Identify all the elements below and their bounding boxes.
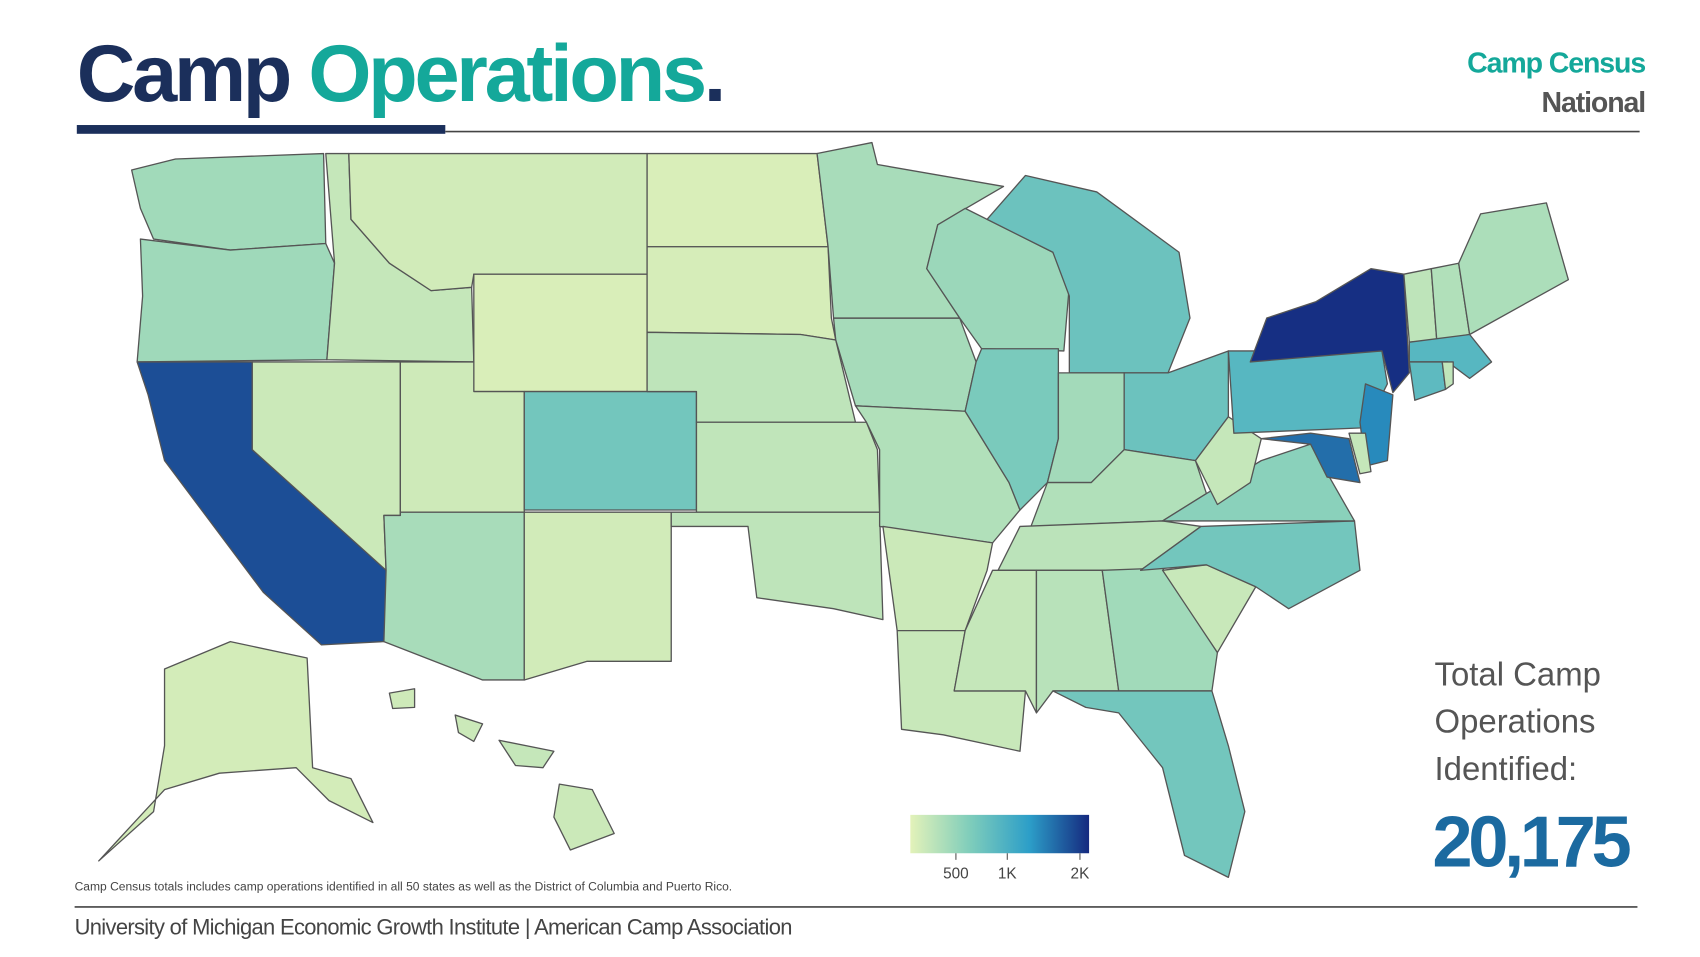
title-underline [76,125,446,134]
total-value: 20,175 [1432,801,1630,882]
state [383,511,525,681]
legend-tick-label: 1K [998,865,1018,882]
state [670,511,884,621]
state [388,688,416,710]
state [1260,432,1361,484]
state [1458,202,1570,336]
legend-tick-label: 500 [943,865,969,882]
state [646,246,837,341]
state [1052,690,1246,879]
state [130,152,327,251]
map [98,141,1570,879]
title-word: Operations [308,29,704,119]
state [695,421,881,513]
state [523,390,698,511]
state [986,174,1191,374]
state [1139,520,1361,610]
state [832,317,977,412]
state [646,152,829,248]
state [882,525,994,632]
state [1161,443,1356,522]
state [523,511,672,681]
title-word: Camp [77,29,290,119]
title: Camp Operations. [77,29,723,119]
total-label: Total Camp [1435,655,1601,692]
subtitle: Camp Census [1467,47,1645,79]
title-dot: . [704,29,723,119]
footer: University of Michigan Economic Growth I… [75,914,792,939]
state [136,238,336,363]
footnote: Camp Census totals includes camp operati… [75,880,733,894]
state [1348,432,1372,475]
state [454,714,484,743]
state [1408,361,1447,401]
state [1194,416,1262,506]
total-label: Operations [1435,703,1596,740]
legend-tick-label: 2K [1071,865,1091,882]
state [498,739,555,769]
state [473,273,648,393]
state [98,640,374,862]
state [1359,383,1394,467]
state [553,783,615,851]
subtitle: National [1541,87,1645,119]
color-legend [910,814,1090,854]
total-label: Identified: [1435,750,1578,787]
legend-ticks: 500 1K 2K [943,853,1090,882]
state [1441,361,1454,390]
